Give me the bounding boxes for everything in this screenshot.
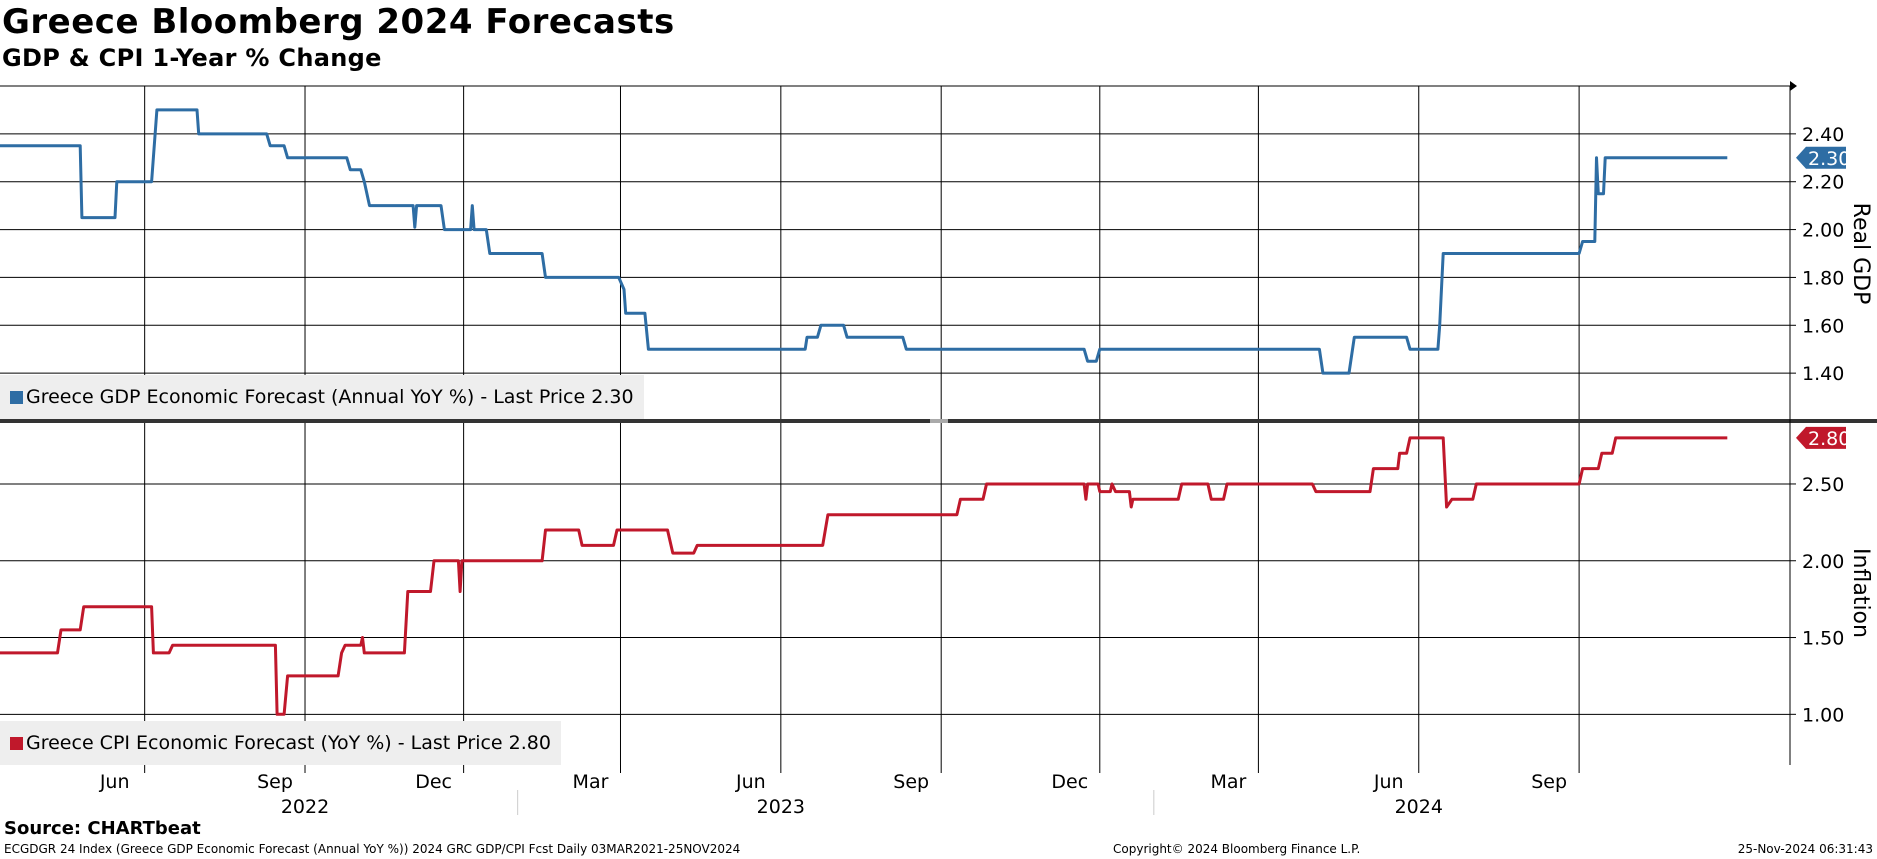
cpi-last-value-tag — [1796, 426, 1846, 449]
x-tick-label-7: Mar — [1210, 771, 1246, 793]
footer-description: ECGDGR 24 Index (Greece GDP Economic For… — [4, 842, 741, 856]
x-tick-label-3: Mar — [573, 771, 609, 793]
legend-cpi: Greece CPI Economic Forecast (YoY %) - L… — [0, 721, 561, 765]
gdp-y-tick-label-4: 2.20 — [1802, 172, 1844, 194]
x-tick-label-8: Jun — [1373, 771, 1404, 793]
gdp-y-tick-label-1: 1.60 — [1802, 315, 1844, 337]
cpi-y-tick-label-3: 2.50 — [1802, 474, 1844, 496]
gdp-axis-title: Real GDP — [1848, 203, 1873, 305]
x-tick-label-2: Dec — [415, 771, 452, 793]
gdp-series-line — [0, 108, 1728, 375]
legend-cpi-swatch — [10, 737, 23, 750]
gdp-y-tick-label-0: 1.40 — [1802, 363, 1844, 385]
legend-gdp: Greece GDP Economic Forecast (Annual YoY… — [0, 375, 644, 419]
cpi-y-tick-label-0: 1.00 — [1802, 704, 1844, 726]
footer-copyright: Copyright© 2024 Bloomberg Finance L.P. — [1113, 842, 1361, 856]
year-label-1: 2023 — [757, 796, 805, 818]
gdp-y-tick-label-2: 1.80 — [1802, 267, 1844, 289]
cpi-series-line — [0, 436, 1728, 716]
x-tick-label-0: Jun — [99, 771, 130, 793]
year-label-2: 2024 — [1395, 796, 1443, 818]
chart-title: Greece Bloomberg 2024 Forecasts — [2, 2, 675, 42]
gdp-last-value-tag — [1796, 146, 1846, 169]
cpi-y-tick-label-2: 2.00 — [1802, 551, 1844, 573]
legend-cpi-text: Greece CPI Economic Forecast (YoY %) - L… — [26, 732, 551, 754]
x-tick-label-4: Jun — [735, 771, 766, 793]
legend-gdp-text: Greece GDP Economic Forecast (Annual YoY… — [26, 386, 634, 408]
panel-divider-handle — [930, 419, 948, 423]
x-tick-label-1: Sep — [257, 771, 293, 793]
top-axis-arrow — [1790, 81, 1797, 91]
source-note: Source: CHARTbeat — [4, 818, 201, 839]
gdp-y-tick-label-3: 2.00 — [1802, 220, 1844, 242]
gdp-last-value-label: 2.30 — [1808, 148, 1850, 170]
footer-timestamp: 25-Nov-2024 06:31:43 — [1737, 842, 1873, 856]
cpi-last-value-label: 2.80 — [1808, 428, 1850, 450]
cpi-y-tick-label-1: 1.50 — [1802, 628, 1844, 650]
year-label-0: 2022 — [281, 796, 329, 818]
x-tick-label-9: Sep — [1531, 771, 1567, 793]
legend-gdp-swatch — [10, 391, 23, 404]
gdp-y-tick-label-5: 2.40 — [1802, 124, 1844, 146]
x-tick-label-5: Sep — [893, 771, 929, 793]
x-tick-label-6: Dec — [1051, 771, 1088, 793]
chart-subtitle: GDP & CPI 1-Year % Change — [2, 44, 382, 72]
cpi-axis-title: Inflation — [1848, 548, 1873, 638]
